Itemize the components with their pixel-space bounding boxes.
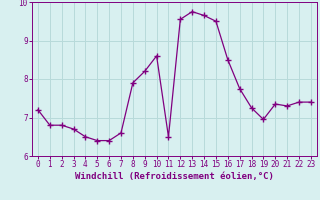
X-axis label: Windchill (Refroidissement éolien,°C): Windchill (Refroidissement éolien,°C) <box>75 172 274 181</box>
